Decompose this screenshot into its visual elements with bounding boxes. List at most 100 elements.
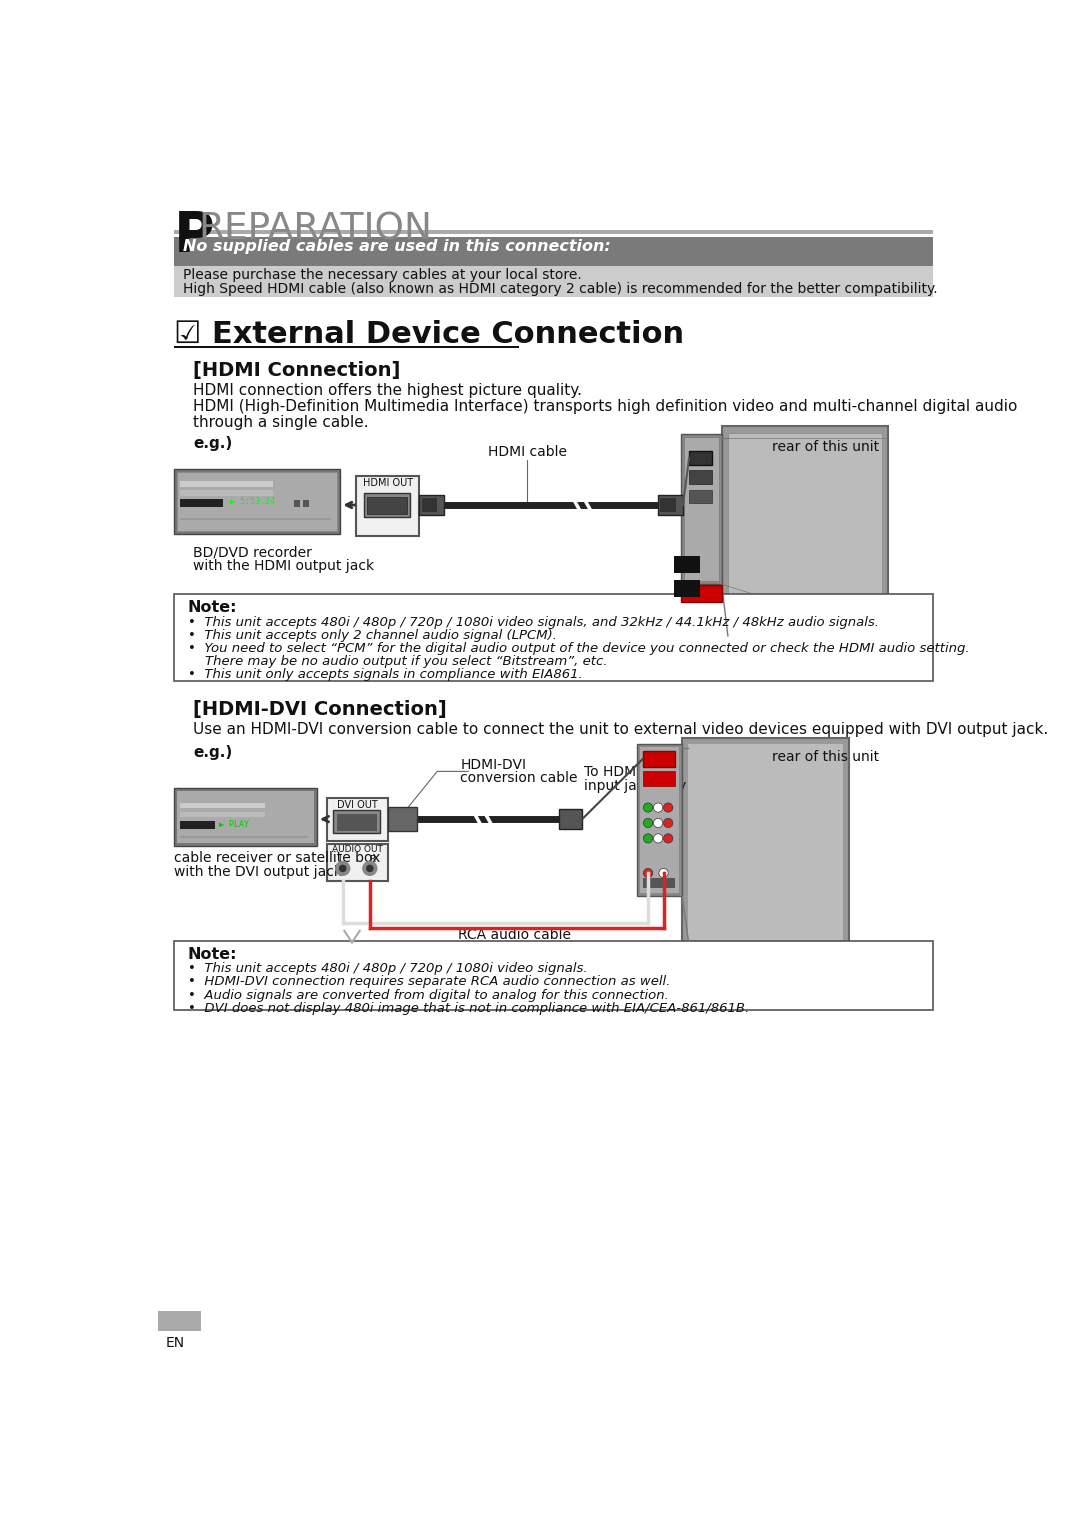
Text: input jack only: input jack only <box>584 780 687 794</box>
Circle shape <box>644 868 652 877</box>
Circle shape <box>363 862 377 876</box>
FancyBboxPatch shape <box>334 810 380 833</box>
Circle shape <box>663 833 673 842</box>
Text: HDMI cable: HDMI cable <box>488 444 567 459</box>
FancyBboxPatch shape <box>661 497 676 511</box>
Text: HDMI: HDMI <box>651 757 666 761</box>
Circle shape <box>644 803 652 812</box>
Text: or: or <box>679 583 694 595</box>
Text: •  This unit only accepts signals in compliance with EIA861.: • This unit only accepts signals in comp… <box>188 668 582 681</box>
FancyBboxPatch shape <box>688 745 842 940</box>
FancyBboxPatch shape <box>674 580 700 597</box>
FancyBboxPatch shape <box>180 836 308 838</box>
Circle shape <box>336 862 350 876</box>
FancyBboxPatch shape <box>174 468 340 534</box>
Text: REPARATION: REPARATION <box>199 212 433 247</box>
Circle shape <box>663 818 673 827</box>
FancyBboxPatch shape <box>180 803 266 807</box>
FancyBboxPatch shape <box>689 470 713 484</box>
Text: P: P <box>174 209 214 264</box>
Text: rear of this unit: rear of this unit <box>772 441 879 455</box>
Text: •  This unit accepts only 2 channel audio signal (LPCM).: • This unit accepts only 2 channel audio… <box>188 629 556 642</box>
FancyBboxPatch shape <box>388 807 417 832</box>
Text: conversion cable: conversion cable <box>460 771 578 784</box>
Text: ▶ PLAY: ▶ PLAY <box>218 819 248 829</box>
FancyBboxPatch shape <box>180 517 332 520</box>
FancyBboxPatch shape <box>180 821 215 829</box>
Text: •  This unit accepts 480i / 480p / 720p / 1080i video signals.: • This unit accepts 480i / 480p / 720p /… <box>188 963 588 975</box>
Circle shape <box>339 865 346 871</box>
FancyBboxPatch shape <box>643 751 675 766</box>
FancyBboxPatch shape <box>174 594 933 681</box>
FancyBboxPatch shape <box>689 452 713 465</box>
FancyBboxPatch shape <box>681 433 721 584</box>
FancyBboxPatch shape <box>721 426 889 642</box>
Text: •  This unit accepts 480i / 480p / 720p / 1080i video signals, and 32kHz / 44.1k: • This unit accepts 480i / 480p / 720p /… <box>188 617 879 629</box>
Text: HDMI connection offers the highest picture quality.: HDMI connection offers the highest pictu… <box>193 383 582 398</box>
Text: rear of this unit: rear of this unit <box>772 749 879 765</box>
FancyBboxPatch shape <box>159 1311 201 1331</box>
FancyBboxPatch shape <box>356 476 419 536</box>
FancyBboxPatch shape <box>294 501 300 507</box>
FancyBboxPatch shape <box>681 584 721 601</box>
Text: •  DVI does not display 480i image that is not in compliance with EIA/CEA-861/86: • DVI does not display 480i image that i… <box>188 1001 748 1015</box>
Circle shape <box>644 818 652 827</box>
Text: [HDMI-DVI Connection]: [HDMI-DVI Connection] <box>193 700 447 719</box>
Text: e.g.): e.g.) <box>193 436 232 450</box>
Text: HDMI OUT: HDMI OUT <box>363 478 413 488</box>
FancyBboxPatch shape <box>174 266 933 298</box>
Text: ☑ External Device Connection: ☑ External Device Connection <box>174 320 684 349</box>
Text: ▶ 5:53:24: ▶ 5:53:24 <box>230 496 274 505</box>
FancyBboxPatch shape <box>177 472 337 531</box>
FancyBboxPatch shape <box>689 490 713 504</box>
Text: •  Audio signals are converted from digital to analog for this connection.: • Audio signals are converted from digit… <box>188 989 669 1001</box>
Text: with the DVI output jack: with the DVI output jack <box>174 865 341 879</box>
Text: cable receiver or satellite box: cable receiver or satellite box <box>174 852 380 865</box>
FancyBboxPatch shape <box>422 497 437 511</box>
FancyBboxPatch shape <box>419 494 444 514</box>
Circle shape <box>659 868 669 877</box>
FancyBboxPatch shape <box>174 230 933 233</box>
FancyBboxPatch shape <box>364 493 410 517</box>
FancyBboxPatch shape <box>327 798 388 841</box>
Text: e.g.): e.g.) <box>193 745 232 760</box>
Text: There may be no audio output if you select “Bitstream”, etc.: There may be no audio output if you sele… <box>188 655 607 668</box>
Text: •  HDMI-DVI connection requires separate RCA audio connection as well.: • HDMI-DVI connection requires separate … <box>188 975 670 989</box>
FancyBboxPatch shape <box>180 499 222 507</box>
Text: No supplied cables are used in this connection:: No supplied cables are used in this conn… <box>183 240 611 255</box>
FancyBboxPatch shape <box>643 877 675 888</box>
Text: [HDMI Connection]: [HDMI Connection] <box>193 362 401 380</box>
Text: with the HDMI output jack: with the HDMI output jack <box>193 559 375 572</box>
FancyBboxPatch shape <box>643 771 675 786</box>
Text: or: or <box>679 559 694 571</box>
Text: •  You need to select “PCM” for the digital audio output of the device you conne: • You need to select “PCM” for the digit… <box>188 642 970 655</box>
FancyBboxPatch shape <box>367 497 407 514</box>
Text: To HDMI1: To HDMI1 <box>584 765 649 780</box>
FancyBboxPatch shape <box>337 813 377 830</box>
Text: Use an HDMI-DVI conversion cable to connect the unit to external video devices e: Use an HDMI-DVI conversion cable to conn… <box>193 722 1049 737</box>
Text: HDMI-DVI: HDMI-DVI <box>460 757 527 772</box>
Circle shape <box>644 833 652 842</box>
Text: Note:: Note: <box>188 948 238 961</box>
Text: Please purchase the necessary cables at your local store.: Please purchase the necessary cables at … <box>183 269 582 282</box>
FancyBboxPatch shape <box>728 432 882 636</box>
FancyBboxPatch shape <box>559 809 582 829</box>
Text: through a single cable.: through a single cable. <box>193 415 368 430</box>
Circle shape <box>653 818 663 827</box>
Text: L         R: L R <box>339 856 376 864</box>
FancyBboxPatch shape <box>174 346 518 348</box>
Circle shape <box>367 865 373 871</box>
Text: BD/DVD recorder: BD/DVD recorder <box>193 546 312 560</box>
Circle shape <box>653 803 663 812</box>
FancyBboxPatch shape <box>180 490 273 496</box>
FancyBboxPatch shape <box>174 789 318 845</box>
FancyBboxPatch shape <box>674 555 700 572</box>
Text: High Speed HDMI cable (also known as HDMI category 2 cable) is recommended for t: High Speed HDMI cable (also known as HDM… <box>183 282 937 296</box>
Text: 10: 10 <box>163 1312 188 1331</box>
Text: DVI OUT: DVI OUT <box>337 800 378 810</box>
Circle shape <box>663 803 673 812</box>
FancyBboxPatch shape <box>174 237 933 266</box>
FancyBboxPatch shape <box>327 844 388 881</box>
FancyBboxPatch shape <box>180 812 266 816</box>
FancyBboxPatch shape <box>180 481 273 487</box>
